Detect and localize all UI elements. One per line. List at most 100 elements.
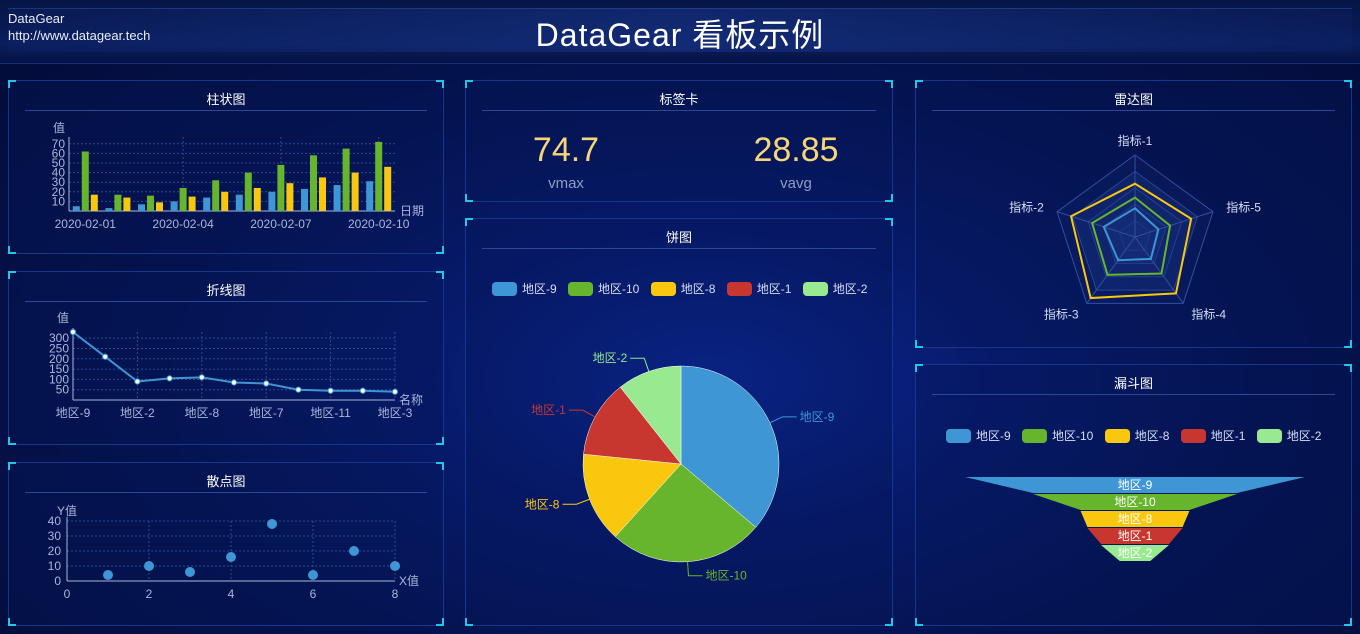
- bar: [221, 191, 229, 211]
- x-tick-label: 地区-11: [310, 406, 351, 420]
- legend-label: 地区-8: [680, 282, 716, 296]
- legend-label: 地区-9: [976, 429, 1011, 443]
- pie-label: 地区-9: [800, 410, 835, 424]
- radar-indicator-label: 指标-1: [1118, 133, 1153, 148]
- line-chart-panel: 折线图 值名称 50 100 150 200 250 300 地区-9 地区-2 地区-8 地区-7…: [8, 271, 444, 445]
- pie-label: 地区-1: [531, 403, 566, 417]
- legend-label: 地区-1: [756, 282, 792, 296]
- radar-chart: 指标-1 指标-5 指标-4 指标-3 指标-2: [1009, 133, 1261, 322]
- radar-indicator-label: 指标-3: [1044, 307, 1079, 322]
- scatter-point: [185, 567, 195, 577]
- radar-series: [1069, 182, 1193, 300]
- kpi-vmax-value: 74.7: [532, 131, 600, 169]
- x-axis-label: X值: [399, 573, 419, 588]
- line-point: [263, 380, 270, 387]
- bar: [72, 206, 80, 211]
- legend-item[interactable]: 地区-1: [726, 280, 792, 297]
- bar: [366, 181, 374, 211]
- line-point: [166, 375, 173, 382]
- line-chart-title: 折线图: [25, 280, 427, 302]
- y-axis-label: 值: [57, 310, 69, 325]
- y-tick-label: 60: [52, 146, 66, 160]
- pie-label: 地区-10: [705, 569, 747, 583]
- y-tick-label: 20: [48, 544, 62, 558]
- scatter-point: [103, 570, 113, 580]
- scatter-point: [308, 570, 318, 580]
- legend-item[interactable]: 地区-10: [568, 280, 639, 297]
- funnel-stage: [1087, 528, 1183, 544]
- label-card-panel: 标签卡 74.7 vmax 28.85 vavg: [465, 80, 893, 202]
- legend-item[interactable]: 地区-9: [946, 427, 1011, 444]
- scatter-chart-panel: 散点图 Y值 X值 0 10 20 30 40 0 2 4 6 8: [8, 462, 444, 626]
- bar: [90, 194, 98, 211]
- y-tick-label: 200: [49, 352, 69, 366]
- line-point: [359, 387, 366, 394]
- x-tick-label: 2020-02-07: [250, 217, 312, 231]
- bar: [384, 166, 392, 211]
- y-tick-label: 30: [48, 529, 62, 543]
- bar: [170, 201, 178, 211]
- pie-chart-title: 饼图: [482, 227, 876, 249]
- legend-item[interactable]: 地区-9: [492, 280, 557, 297]
- bar: [301, 188, 308, 211]
- line-point: [134, 378, 141, 385]
- legend-label: 地区-8: [1134, 429, 1170, 443]
- y-axis-label: Y值: [57, 503, 77, 518]
- funnel-label: 地区-10: [1114, 495, 1156, 509]
- bar: [123, 197, 131, 211]
- legend-label: 地区-10: [1052, 429, 1094, 443]
- funnel-chart: 地区-9 地区-10 地区-8 地区-1 地区-2: [965, 477, 1305, 561]
- y-tick-label: 50: [56, 383, 70, 397]
- line-point: [69, 328, 77, 336]
- funnel-stage: [1080, 511, 1190, 527]
- bar-chart-panel: 柱状图 值日期 10 20 30 40 50 60 70 2020-02-01 2020-02-0…: [8, 80, 444, 254]
- y-axis-label: 值: [53, 120, 65, 135]
- bar: [235, 194, 243, 211]
- scatter-point: [226, 552, 236, 562]
- pie-label-line: [687, 561, 703, 577]
- legend-item[interactable]: 地区-8: [1104, 427, 1170, 444]
- legend-label: 地区-2: [1286, 429, 1322, 443]
- bar: [319, 177, 326, 211]
- y-tick-label: 10: [52, 194, 66, 208]
- legend-label: 地区-10: [598, 282, 640, 296]
- y-tick-label: 150: [49, 362, 69, 376]
- x-axis-label: 名称: [399, 392, 423, 407]
- y-tick-label: 40: [52, 166, 66, 180]
- bar: [342, 148, 350, 211]
- line-point: [230, 379, 238, 386]
- bar: [253, 187, 261, 211]
- funnel-stage: [965, 477, 1305, 493]
- y-tick-label: 20: [52, 185, 66, 199]
- radar-axis: [1134, 211, 1214, 238]
- header-band: [8, 8, 1352, 52]
- legend-item[interactable]: 地区-2: [802, 280, 867, 297]
- radar-axis: [1134, 236, 1184, 304]
- legend-item[interactable]: 地区-1: [1180, 427, 1246, 444]
- radar-series: [1102, 207, 1160, 262]
- y-tick-label: 100: [49, 372, 69, 386]
- pie-label-line: [630, 357, 650, 372]
- x-tick-label: 地区-7: [249, 406, 284, 420]
- funnel-label: 地区-9: [1118, 478, 1153, 492]
- line-point: [295, 386, 302, 393]
- bar: [81, 151, 89, 211]
- y-tick-label: 30: [52, 175, 66, 189]
- bar: [212, 180, 220, 211]
- radar-chart-title: 雷达图: [932, 89, 1335, 111]
- scatter-point: [349, 546, 359, 556]
- legend-item[interactable]: 地区-10: [1022, 427, 1093, 444]
- legend-label: 地区-1: [1210, 429, 1246, 443]
- pie-chart-panel: 饼图 地区-9 地区-10 地区-8 地区-1 地区-2 地区-9 地区-10 地区…: [465, 218, 893, 626]
- radar-chart-panel: 雷达图 指标-1 指标-5 指标-4 指标-3 指标-2: [915, 80, 1352, 348]
- brand-url[interactable]: http://www.datagear.tech: [8, 28, 151, 43]
- legend-item[interactable]: 地区-8: [650, 280, 716, 297]
- kpi-vavg-name: vavg: [780, 175, 812, 192]
- bar: [188, 196, 196, 211]
- pie-slice: [619, 365, 682, 465]
- legend-item[interactable]: 地区-2: [1256, 427, 1322, 444]
- y-tick-label: 10: [48, 559, 62, 573]
- pie-label-line: [562, 498, 590, 505]
- pie-slice: [583, 386, 682, 465]
